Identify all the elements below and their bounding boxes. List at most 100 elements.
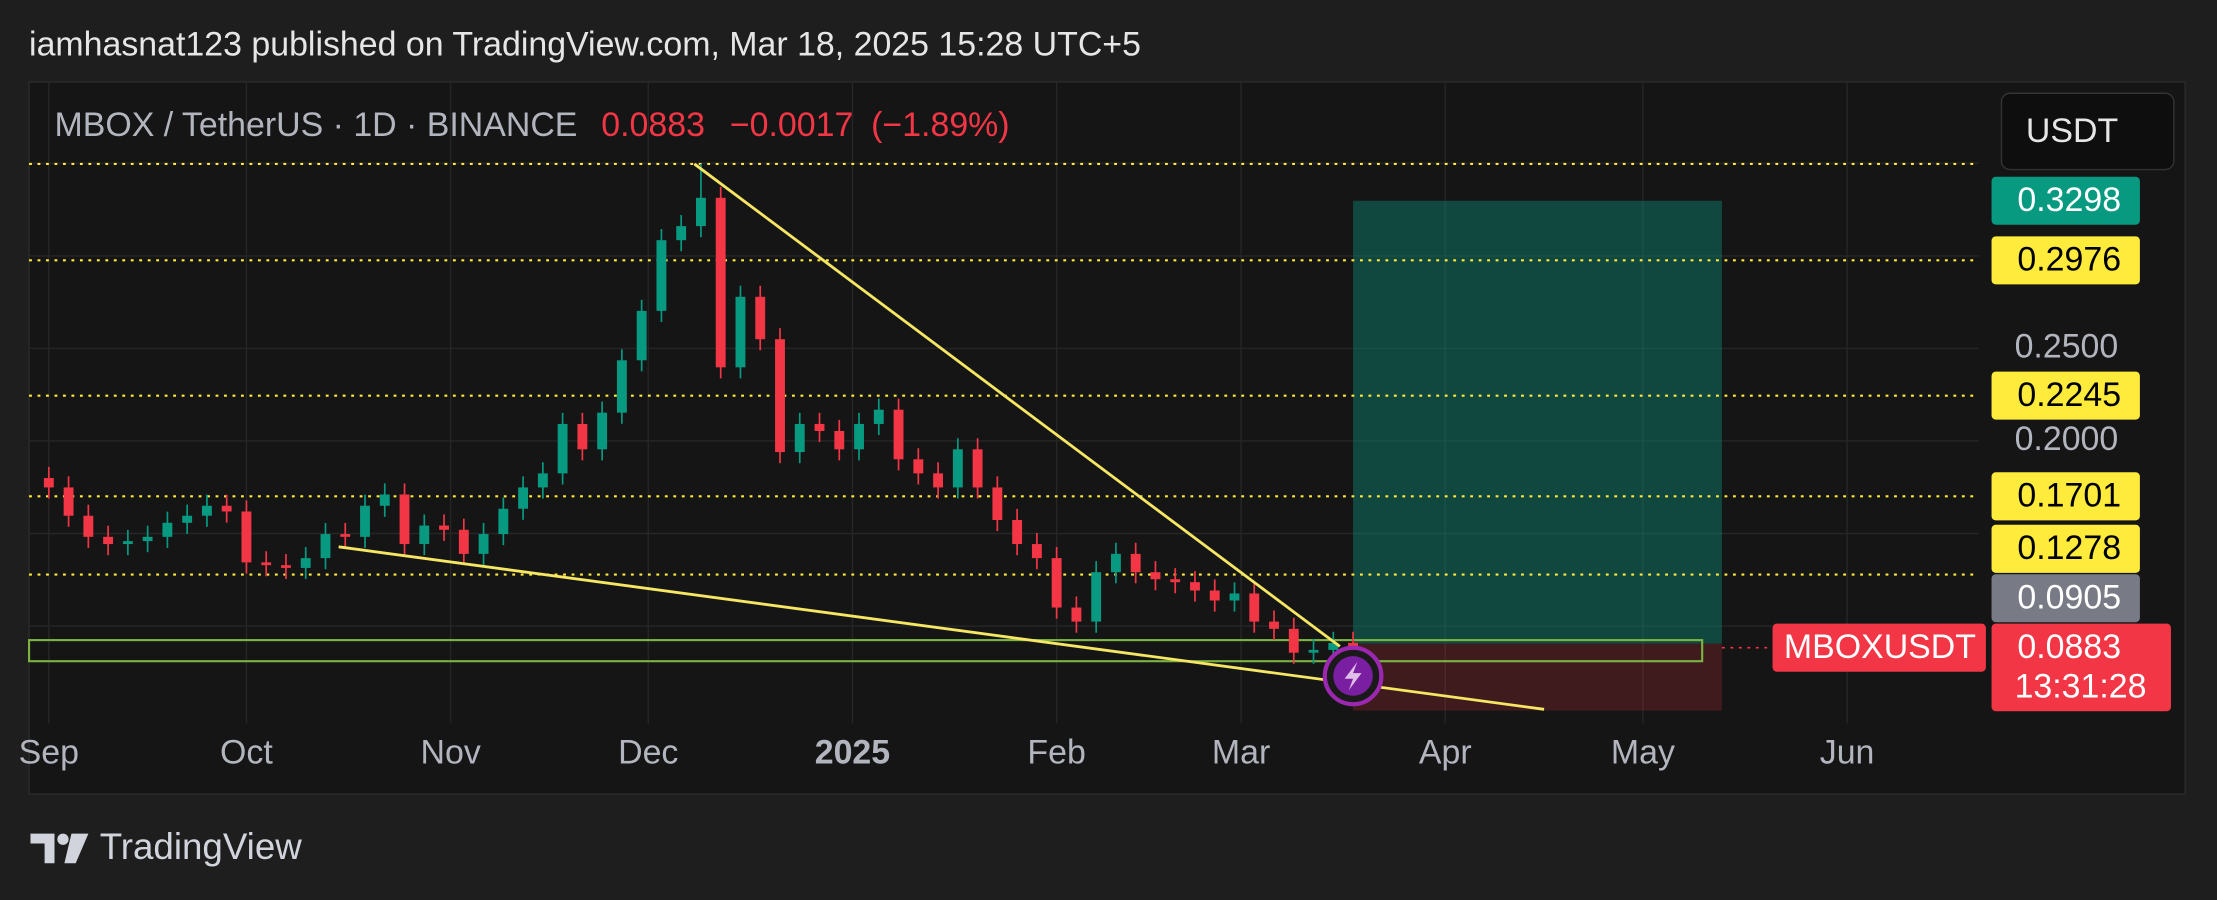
candle-body xyxy=(735,296,746,368)
x-tick-label: May xyxy=(1611,733,1675,771)
candle-body xyxy=(478,534,489,554)
brand-logo xyxy=(30,833,89,864)
candle-body xyxy=(577,423,588,450)
price-label: 0.2976 xyxy=(2017,241,2121,279)
candle-body xyxy=(1012,520,1023,545)
support-zone xyxy=(28,639,1704,663)
candle-body xyxy=(419,525,430,545)
logo-part xyxy=(57,833,69,845)
candle-body xyxy=(1071,607,1082,622)
trendline xyxy=(693,162,1341,648)
x-tick-label: Apr xyxy=(1419,733,1472,771)
candle-body xyxy=(1091,572,1102,622)
x-tick-label: Nov xyxy=(420,733,480,771)
candle-body xyxy=(676,226,687,241)
candle-body xyxy=(992,487,1003,521)
candle-body xyxy=(241,511,252,563)
candle-body xyxy=(1269,621,1279,629)
x-tick-label: Mar xyxy=(1212,733,1270,771)
legend-change: −0.0017 xyxy=(730,106,853,144)
price-label: 0.0905 xyxy=(2017,579,2121,617)
candle-body xyxy=(1051,558,1062,608)
candle-body xyxy=(1229,593,1240,601)
price-label: 0.1701 xyxy=(2017,477,2121,515)
candle-body xyxy=(221,505,232,512)
candle-body xyxy=(1209,590,1220,601)
candle-body xyxy=(360,505,370,537)
candle-body xyxy=(656,240,667,311)
x-tick-label: Feb xyxy=(1027,733,1085,771)
legend-change-percent: (−1.89%) xyxy=(871,106,1009,144)
candle-body xyxy=(83,515,94,537)
candle-body xyxy=(300,558,311,568)
price-label-box xyxy=(1991,176,2140,225)
position-loss-zone xyxy=(1353,643,1722,711)
candle-body xyxy=(201,505,212,516)
symbol-label: MBOXUSDT xyxy=(1784,628,1976,666)
candle-body xyxy=(142,536,153,542)
candle-body xyxy=(952,449,963,488)
candle-body xyxy=(43,477,54,488)
candle-body xyxy=(1130,553,1141,573)
price-label-box xyxy=(1991,236,2140,285)
y-tick-label: 0.2500 xyxy=(2015,327,2119,365)
logo-part xyxy=(30,833,55,864)
price-label-box xyxy=(1991,472,2140,521)
candle-body xyxy=(854,423,864,450)
price-label-box xyxy=(1991,524,2140,573)
candle-body xyxy=(1150,572,1161,580)
legend-symbol: MBOX / TetherUS · 1D · BINANCE xyxy=(54,106,577,144)
candle-body xyxy=(1031,544,1042,559)
candle-body xyxy=(518,487,529,509)
candle-body xyxy=(122,541,133,545)
candle-body xyxy=(814,423,825,431)
candle-body xyxy=(696,197,706,227)
candle-body xyxy=(933,473,944,488)
candle-body xyxy=(755,296,766,340)
position-profit-zone xyxy=(1353,200,1722,644)
last-price-box xyxy=(1991,623,2171,712)
currency-button[interactable] xyxy=(2000,92,2175,171)
last-price-label: 0.0883 xyxy=(2017,628,2121,666)
candle-body xyxy=(1308,649,1319,653)
candle-body xyxy=(1170,579,1181,583)
candle-body xyxy=(103,536,114,545)
candle-body xyxy=(261,562,272,566)
candle-body xyxy=(972,449,983,488)
price-label: 0.1278 xyxy=(2017,529,2121,567)
candle-body xyxy=(63,487,74,516)
candle-body xyxy=(557,423,568,474)
candle-body xyxy=(775,339,785,453)
candle-body xyxy=(1328,642,1339,650)
candle-body xyxy=(873,409,884,424)
x-tick-label: Jun xyxy=(1820,733,1875,771)
candle-body xyxy=(320,534,331,559)
legend-price: 0.0883 xyxy=(601,106,705,144)
candle-body xyxy=(1110,553,1121,573)
candle-body xyxy=(636,310,647,361)
candle-body xyxy=(379,494,390,506)
published-header: iamhasnat123 published on TradingView.co… xyxy=(29,26,1141,64)
logo-part xyxy=(64,833,89,864)
x-tick-label: Oct xyxy=(220,733,273,771)
candle-body xyxy=(340,534,351,537)
candle-body xyxy=(1348,642,1359,648)
candle-body xyxy=(399,494,410,545)
price-label: 0.2245 xyxy=(2017,376,2121,414)
candle-body xyxy=(794,423,805,453)
candle-body xyxy=(715,197,726,368)
candle-body xyxy=(1190,582,1200,591)
symbol-label-box xyxy=(1772,623,1986,672)
price-label-box xyxy=(1991,371,2140,420)
price-label-box xyxy=(1991,574,2140,623)
y-tick-label: 0.2000 xyxy=(2015,420,2119,458)
candle-body xyxy=(834,430,845,450)
candle-body xyxy=(162,522,173,537)
plot-layer: Sep Oct Nov Dec 2025 Feb Mar Apr May Jun 0.2000 0.2… xyxy=(19,81,2119,771)
currency-button-label[interactable]: USDT xyxy=(2026,112,2118,150)
candle-body xyxy=(498,508,509,535)
candle-body xyxy=(1288,628,1299,653)
candle-body xyxy=(893,409,904,460)
candle-body xyxy=(913,459,924,474)
